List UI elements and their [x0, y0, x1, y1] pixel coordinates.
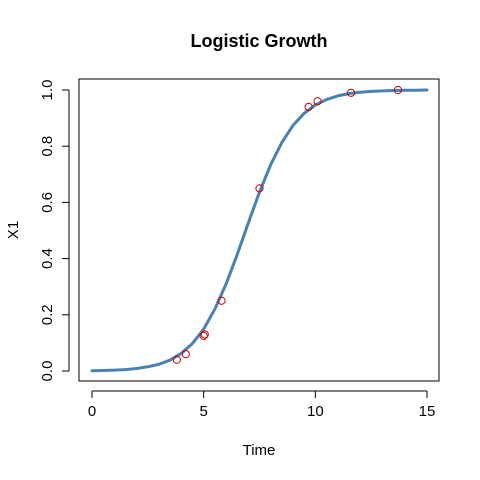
data-point-marker — [181, 350, 190, 359]
x-tick-label: 5 — [199, 403, 207, 420]
y-tick-label: 0.6 — [39, 192, 56, 213]
y-axis-title: X1 — [5, 221, 22, 239]
data-point-marker — [172, 355, 181, 364]
y-tick-label: 1.0 — [39, 80, 56, 101]
x-axis-title: Time — [243, 442, 276, 459]
data-point-marker — [217, 296, 226, 305]
data-point-marker — [200, 330, 209, 339]
x-tick-label: 0 — [88, 403, 96, 420]
data-point-marker — [393, 85, 403, 95]
y-tick-label: 0.0 — [39, 361, 56, 382]
data-point-marker — [255, 184, 264, 193]
y-axis: 0.0 0.2 0.4 0.6 0.8 1.0 — [39, 80, 70, 382]
plot-frame — [78, 78, 440, 382]
y-tick-label: 0.2 — [39, 304, 56, 325]
y-tick-label: 0.4 — [39, 248, 56, 269]
data-point-marker — [199, 331, 208, 340]
x-tick-label: 15 — [419, 403, 436, 420]
chart-title: Logistic Growth — [191, 31, 328, 51]
series-layer — [90, 85, 429, 373]
data-point-marker — [304, 102, 313, 111]
data-point-marker — [346, 88, 356, 97]
y-tick-label: 0.8 — [39, 136, 56, 157]
x-axis: 0 5 10 15 — [88, 390, 436, 420]
data-point-marker — [313, 97, 322, 106]
x-tick-label: 10 — [307, 403, 324, 420]
